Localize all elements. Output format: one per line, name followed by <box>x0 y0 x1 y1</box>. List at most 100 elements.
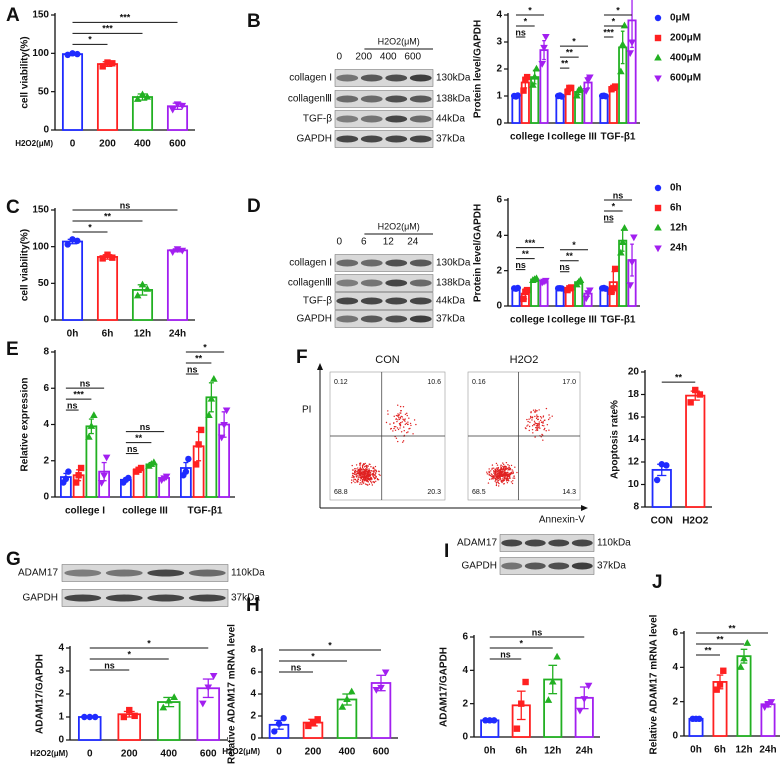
data-point <box>309 719 317 726</box>
flow-dot <box>372 470 375 472</box>
sig-label: ns <box>127 444 138 454</box>
data-point <box>64 51 71 59</box>
flow-dot <box>404 423 406 426</box>
flow-dot <box>549 417 551 419</box>
x-tick-label: 600 <box>200 749 217 760</box>
flow-dot <box>370 466 372 468</box>
flow-dot <box>506 467 508 469</box>
flow-dot <box>516 471 518 474</box>
flow-dot <box>499 475 501 477</box>
flow-dot <box>507 471 509 474</box>
flow-dot <box>508 480 510 482</box>
blot-band <box>336 279 359 287</box>
flow-dot <box>362 474 364 477</box>
blot-band <box>360 297 383 305</box>
data-point <box>576 276 585 283</box>
flow-dot <box>395 414 398 417</box>
data-point <box>654 245 662 253</box>
blot-row-label: collagenⅢ <box>288 278 332 289</box>
data-point <box>582 88 591 95</box>
flow-dot <box>361 465 364 468</box>
flow-dot <box>374 471 376 473</box>
y-tick-label: 0 <box>672 731 678 742</box>
data-point <box>687 399 694 406</box>
sig-label: ** <box>728 623 736 633</box>
flow-dot <box>548 414 550 416</box>
flow-dot <box>495 484 498 487</box>
blot-band <box>64 594 102 602</box>
flow-title: H2O2 <box>510 354 539 366</box>
flow-dot <box>410 424 412 427</box>
y-tick-label: 100 <box>32 241 49 252</box>
flow-dot <box>387 410 389 412</box>
arrow-head <box>581 505 588 511</box>
flow-dot <box>504 477 506 480</box>
flow-dot <box>367 474 369 477</box>
blot-band <box>385 297 408 305</box>
data-point <box>522 678 529 686</box>
quadrant-value: 0.12 <box>334 379 348 386</box>
flow-dot <box>363 477 365 479</box>
flow-dot <box>486 473 489 475</box>
flow-dot <box>505 461 508 464</box>
flow-dot <box>394 429 397 431</box>
y-tick-label: 50 <box>38 278 50 289</box>
data-point <box>573 91 581 99</box>
flow-dot <box>543 425 545 427</box>
y-tick-label: 12 <box>628 457 640 468</box>
x-tick-label: CON <box>651 516 673 527</box>
flow-dot <box>495 481 497 484</box>
flow-dot <box>506 476 508 478</box>
legend-label: 400μM <box>670 53 701 64</box>
y-tick-label: 0 <box>43 492 49 503</box>
x-tick-label: 24h <box>759 745 776 756</box>
flow-dot <box>500 480 503 482</box>
x-tick-label: 6h <box>102 329 114 340</box>
flow-dot <box>542 421 544 423</box>
flow-dot <box>492 475 494 478</box>
y-tick-label: 2 <box>672 696 678 707</box>
y-tick-label: 4 <box>58 643 64 654</box>
data-point <box>696 715 703 723</box>
flow-dot <box>499 478 501 481</box>
flow-dot <box>496 468 499 471</box>
flow-dot <box>367 475 370 478</box>
sig-label: ns <box>613 190 624 200</box>
flow-dot <box>539 415 542 418</box>
quadrant-value: 0.16 <box>472 379 486 386</box>
data-point <box>654 204 662 212</box>
flow-dot <box>545 407 548 410</box>
flow-dot <box>372 481 374 483</box>
data-point <box>280 715 287 722</box>
blot-band <box>409 279 432 287</box>
flow-dot <box>403 430 405 432</box>
flow-dot <box>399 405 402 408</box>
data-point <box>209 673 218 680</box>
flow-dot <box>357 478 359 480</box>
data-point <box>542 277 550 285</box>
data-point <box>150 458 158 466</box>
flow-dot <box>504 465 506 467</box>
flow-dot <box>489 474 492 477</box>
flow-dot <box>353 478 355 480</box>
y-tick-label: 3 <box>58 666 64 677</box>
flow-dot <box>531 416 534 418</box>
legend-label: 6h <box>670 203 682 214</box>
flow-dot <box>531 428 534 431</box>
flow-dot <box>369 475 371 477</box>
flow-dot <box>357 475 359 477</box>
flow-dot <box>366 465 369 467</box>
flow-dot <box>373 467 375 469</box>
data-point <box>275 720 283 727</box>
flow-dot <box>496 467 498 469</box>
sig-label: ns <box>187 364 198 374</box>
flow-dot <box>497 475 500 477</box>
x-tick-label: 6h <box>515 746 527 757</box>
sig-label: ** <box>716 634 724 644</box>
flow-dot <box>364 478 367 481</box>
flow-dot <box>351 476 353 479</box>
y-tick-label: 18 <box>628 389 640 400</box>
x-tick-label: 24h <box>169 329 186 340</box>
data-point <box>532 64 541 72</box>
data-point <box>81 713 88 721</box>
